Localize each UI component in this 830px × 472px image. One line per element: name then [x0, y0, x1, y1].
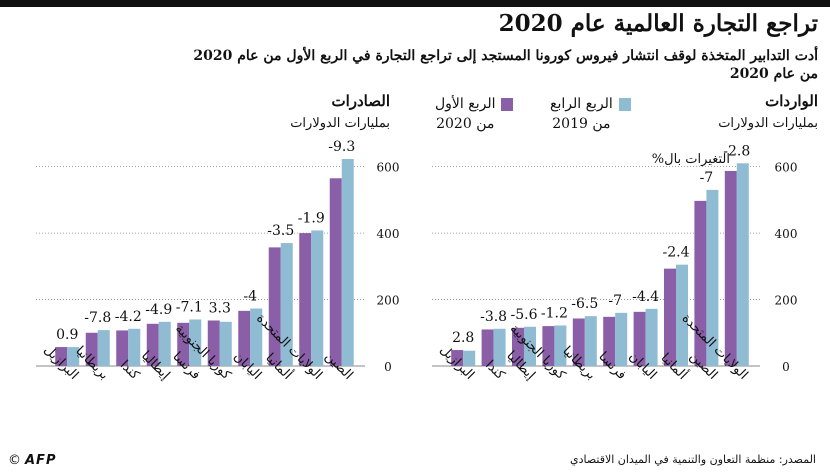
exports-change-label: -1.9 [298, 210, 325, 226]
imports-change-label: -6.5 [571, 296, 598, 312]
exports-bar-q1-2020 [146, 323, 159, 366]
imports-bar-q4-2019 [493, 328, 506, 366]
exports-bar-q1-2020 [268, 247, 281, 366]
exports-bar-q4-2019 [250, 308, 263, 366]
imports-change-label: -3.8 [480, 309, 507, 325]
exports-change-label: -4 [243, 289, 257, 305]
exports-bar-q4-2019 [311, 230, 324, 366]
imports-bar-q4-2019 [676, 264, 688, 366]
exports-change-label: -3.5 [267, 223, 294, 239]
legend-q1-2020-swatch [501, 98, 514, 111]
imports-change-label: -1.2 [541, 305, 568, 321]
imports-bar-q4-2019 [706, 189, 719, 366]
imports-bar-q1-2020 [694, 200, 707, 366]
exports-ytick-label: 200 [377, 294, 400, 308]
exports-bar-q1-2020 [207, 320, 220, 366]
imports-bar-q4-2019 [615, 312, 628, 366]
imports-bar-q1-2020 [724, 170, 737, 366]
imports-change-label: -2.4 [663, 245, 690, 261]
imports-bar-q1-2020 [451, 350, 464, 366]
imports-change-label: -2.8 [723, 143, 750, 159]
imports-change-label: التغيرات بال% [651, 152, 730, 167]
exports-change-label: -7.8 [84, 310, 111, 326]
imports-bar-q4-2019 [584, 316, 597, 366]
exports-bar-q4-2019 [219, 321, 232, 366]
exports-bar-q4-2019 [189, 319, 202, 366]
imports-ytick-label: 200 [775, 294, 798, 308]
exports-title: الصادرات [331, 92, 390, 110]
imports-change-label: -4.4 [632, 289, 659, 305]
imports-change-label: -7 [608, 293, 622, 309]
imports-bar-q1-2020 [664, 268, 676, 366]
imports-ytick-label: 0 [782, 360, 790, 374]
exports-bar-q1-2020 [329, 178, 342, 366]
legend-q1-2020-label: الربع الأول من 2020 [435, 96, 496, 132]
exports-bar-q4-2019 [341, 159, 354, 366]
exports-change-label: -9.3 [328, 139, 355, 155]
page-subtitle: أدت التدابير المتخذة لوقف انتشار فيروس ك… [193, 48, 818, 64]
imports-bar-q4-2019 [554, 325, 567, 366]
imports-bar-q1-2020 [633, 311, 646, 366]
exports-unit: بمليارات الدولارات [290, 116, 390, 131]
afp-logo: © AFP [8, 453, 57, 468]
exports-change-label: -4.2 [115, 309, 142, 325]
source-note: المصدر: منظمة التعاون والتنمية في الميدا… [569, 453, 816, 466]
exports-bar-q1-2020 [177, 322, 190, 366]
imports-bar-q1-2020 [512, 327, 524, 366]
legend-q4-2019-swatch [618, 98, 631, 111]
imports-bar-q1-2020 [572, 318, 585, 366]
imports-bar-q1-2020 [542, 326, 555, 366]
exports-bar-q1-2020 [55, 347, 68, 366]
legend-q1-2020: الربع الأول من 2020 [435, 94, 514, 134]
imports-bar-q1-2020 [603, 316, 616, 366]
imports-bar-q4-2019 [524, 326, 536, 366]
exports-bar-q1-2020 [299, 233, 312, 366]
exports-bar-q4-2019 [158, 321, 171, 366]
imports-change-label: -5.6 [511, 307, 538, 323]
imports-change-label: -7 [700, 170, 714, 186]
exports-ytick-label: 400 [377, 227, 400, 241]
imports-title: الواردات [765, 92, 818, 110]
exports-bar-q1-2020 [116, 330, 129, 366]
imports-bar-q4-2019 [736, 163, 749, 366]
imports-bar-q1-2020 [481, 329, 494, 366]
imports-ytick-label: 400 [775, 227, 798, 241]
legend-q4-2019-label: الربع الرابع من 2019 [550, 96, 613, 132]
exports-ytick-label: 600 [377, 161, 400, 175]
exports-change-label: 3.3 [209, 300, 231, 316]
page-title: تراجع التجارة العالمية عام 2020 [498, 10, 818, 37]
imports-change-label: 2.8 [452, 330, 474, 346]
exports-ytick-label: 0 [384, 360, 392, 374]
top-rule [0, 0, 830, 7]
exports-bar-q4-2019 [128, 328, 141, 366]
exports-bar-q4-2019 [67, 347, 80, 366]
imports-bar-q4-2019 [463, 350, 476, 366]
exports-change-label: 0.9 [56, 327, 78, 343]
page-subtitle-year: من عام 2020 [729, 66, 818, 82]
legend-q4-2019: الربع الرابع من 2019 [550, 94, 631, 134]
exports-bar-q1-2020 [85, 332, 98, 366]
exports-bar-q4-2019 [97, 330, 110, 366]
exports-bar-q1-2020 [238, 310, 251, 366]
exports-change-label: -7.1 [176, 299, 203, 315]
imports-bar-q4-2019 [645, 308, 658, 366]
exports-bar-q4-2019 [280, 243, 293, 366]
imports-ytick-label: 600 [775, 161, 798, 175]
imports-unit: بمليارات الدولارات [718, 116, 818, 131]
exports-change-label: -4.9 [145, 302, 172, 318]
